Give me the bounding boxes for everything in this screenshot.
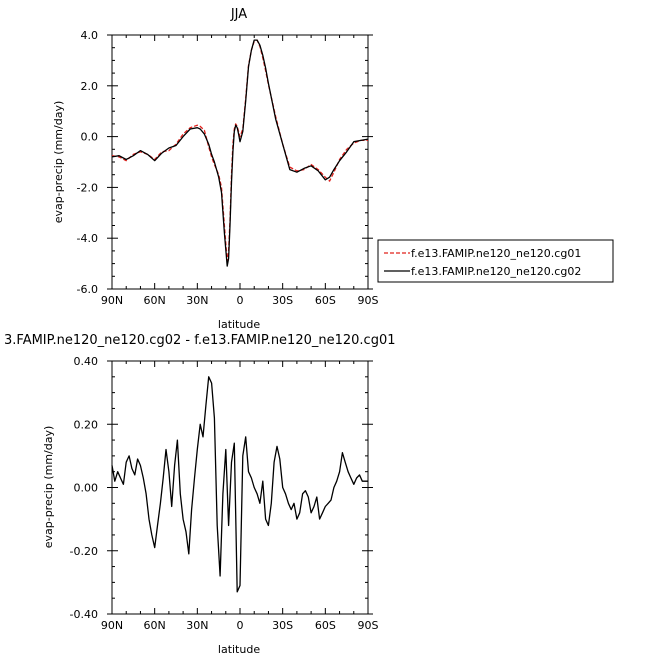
y-tick-label: 0.0	[81, 131, 99, 144]
top-panel: JJA 90N 60N 30N 0 30S 60S 90S 4.0 2.0 0.0 -2.0 -4.0…	[52, 7, 379, 331]
x-tick-label: 0	[237, 619, 244, 632]
series-line-0	[111, 376, 368, 593]
bottom-series-lines	[111, 376, 368, 593]
top-y-axis-label: evap-precip (mm/day)	[52, 101, 65, 224]
y-tick-label: -2.0	[77, 181, 98, 194]
bottom-y-axis-label: evap-precip (mm/day)	[42, 426, 55, 549]
series-line-1	[111, 39, 369, 267]
legend-box	[377, 239, 614, 283]
series-line-0	[111, 39, 368, 262]
x-tick-label: 90S	[358, 294, 379, 307]
bottom-axis-ticks: 90N 60N 30N 0 30S 60S 90S 0.40 0.20 0.00 -0.20 -0.4…	[70, 355, 379, 632]
y-tick-label: 4.0	[81, 29, 99, 42]
y-tick-label: 0.20	[74, 418, 99, 431]
top-plot-frame	[111, 34, 369, 290]
x-tick-label: 90S	[358, 619, 379, 632]
x-tick-label: 60N	[144, 294, 166, 307]
y-tick-label: -6.0	[77, 283, 98, 296]
x-tick-label: 30S	[272, 619, 293, 632]
bottom-x-axis-label: latitude	[218, 643, 260, 656]
x-tick-label: 90N	[101, 294, 123, 307]
legend-label-cg01: f.e13.FAMIP.ne120_ne120.cg01	[411, 247, 581, 260]
y-tick-label: 2.0	[81, 80, 99, 93]
top-chart-title: JJA	[230, 7, 247, 22]
top-series-lines	[111, 39, 369, 267]
top-x-axis-label: latitude	[218, 318, 260, 331]
y-tick-label: 0.40	[74, 355, 99, 368]
bottom-panel: 3.FAMIP.ne120_ne120.cg02 - f.e13.FAMIP.n…	[4, 333, 396, 656]
top-axis-ticks: 90N 60N 30N 0 30S 60S 90S 4.0 2.0 0.0 -2.0 -4.0 -6.0	[77, 29, 379, 307]
bottom-chart-title: 3.FAMIP.ne120_ne120.cg02 - f.e13.FAMIP.n…	[4, 333, 396, 348]
y-tick-label: -4.0	[77, 232, 98, 245]
y-tick-label: -0.40	[70, 608, 98, 621]
x-tick-label: 30N	[186, 619, 208, 632]
legend: f.e13.FAMIP.ne120_ne120.cg01 f.e13.FAMIP…	[377, 239, 614, 283]
y-tick-label: -0.20	[70, 545, 98, 558]
y-tick-label: 0.00	[74, 482, 99, 495]
x-tick-label: 60S	[315, 294, 336, 307]
x-tick-label: 60S	[315, 619, 336, 632]
x-tick-label: 30S	[272, 294, 293, 307]
x-tick-label: 90N	[101, 619, 123, 632]
x-tick-label: 60N	[144, 619, 166, 632]
x-tick-label: 0	[237, 294, 244, 307]
x-tick-label: 30N	[186, 294, 208, 307]
legend-label-cg02: f.e13.FAMIP.ne120_ne120.cg02	[411, 265, 581, 278]
